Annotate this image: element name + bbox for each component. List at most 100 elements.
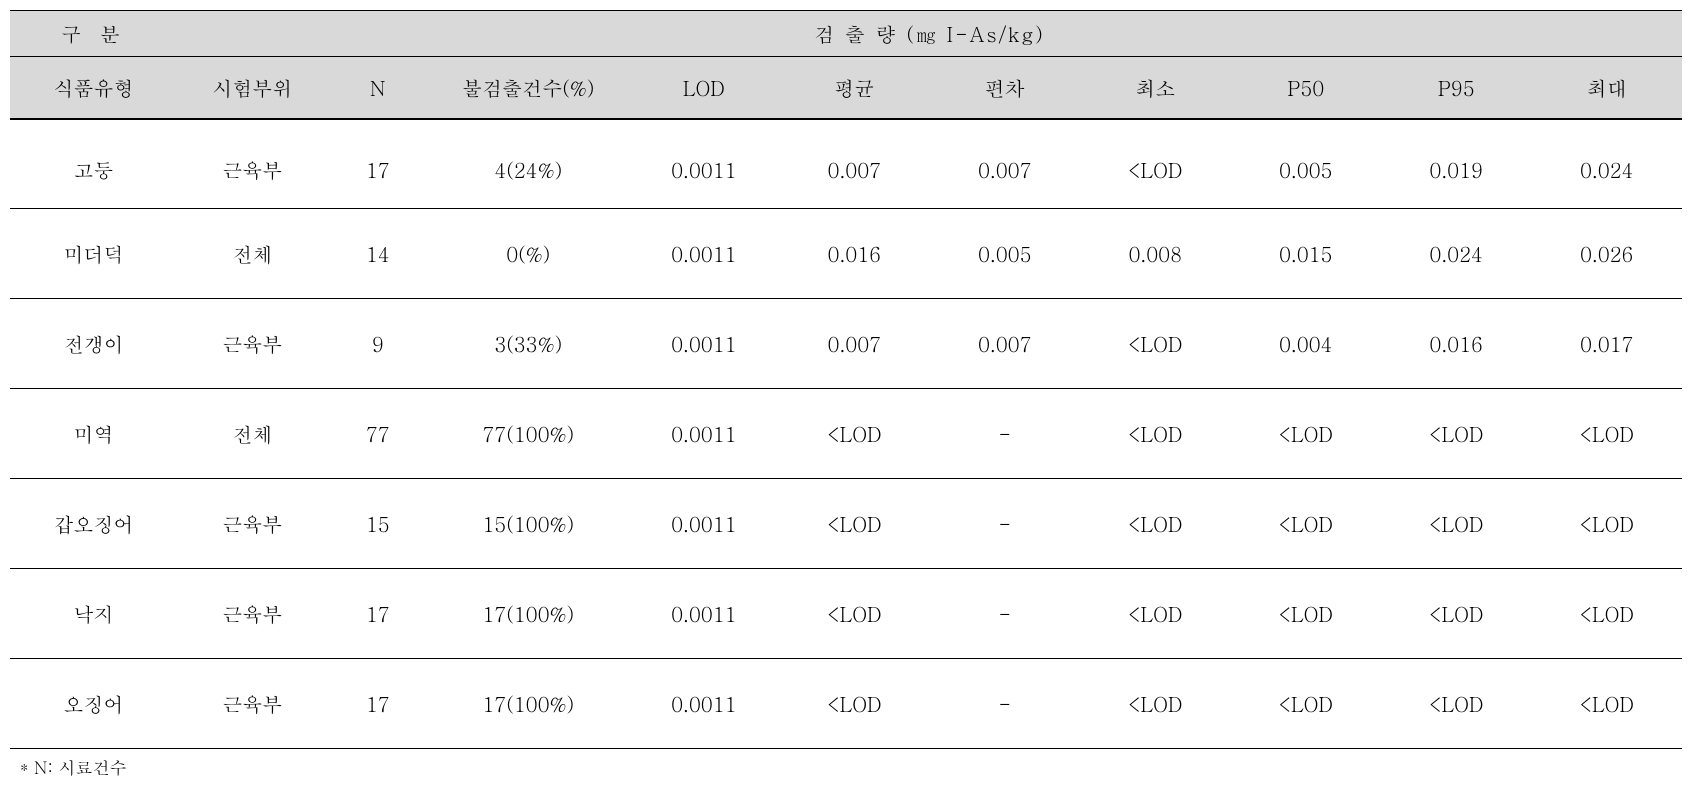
cell-lod: 0.0011 [629, 479, 779, 569]
cell-food-type: 전갱이 [10, 299, 177, 389]
cell-food-type: 미역 [10, 389, 177, 479]
cell-nondetect: 17(100%) [428, 659, 629, 749]
cell-food-type: 오징어 [10, 659, 177, 749]
cell-test-part: 근육부 [177, 479, 327, 569]
col-header-9: P95 [1381, 57, 1531, 119]
cell-p95: <LOD [1381, 389, 1531, 479]
cell-nondetect: 4(24%) [428, 119, 629, 209]
cell-p95: <LOD [1381, 479, 1531, 569]
table-row: 고둥 근육부 17 4(24%) 0.0011 0.007 0.007 <LOD… [10, 119, 1682, 209]
col-header-7: 최소 [1080, 57, 1230, 119]
data-table: 구 분 검 출 량 (㎎ I-As/kg) 식품유형 시험부위 N 불검출건수(… [10, 10, 1682, 749]
cell-nondetect: 0(%) [428, 209, 629, 299]
cell-p50: 0.015 [1230, 209, 1380, 299]
cell-test-part: 전체 [177, 389, 327, 479]
cell-test-part: 근육부 [177, 659, 327, 749]
table-row: 전갱이 근육부 9 3(33%) 0.0011 0.007 0.007 <LOD… [10, 299, 1682, 389]
cell-nondetect: 17(100%) [428, 569, 629, 659]
cell-min: <LOD [1080, 299, 1230, 389]
cell-food-type: 고둥 [10, 119, 177, 209]
col-header-0: 식품유형 [10, 57, 177, 119]
cell-max: <LOD [1531, 479, 1682, 569]
cell-lod: 0.0011 [629, 389, 779, 479]
cell-sd: 0.005 [930, 209, 1080, 299]
cell-max: 0.024 [1531, 119, 1682, 209]
cell-n: 17 [328, 119, 428, 209]
cell-n: 14 [328, 209, 428, 299]
cell-food-type: 미더덕 [10, 209, 177, 299]
cell-test-part: 근육부 [177, 119, 327, 209]
footnote: * N: 시료건수 [10, 749, 1682, 779]
cell-min: <LOD [1080, 389, 1230, 479]
header-measurement-label: 검 출 량 (㎎ I-As/kg) [177, 11, 1682, 57]
cell-sd: 0.007 [930, 299, 1080, 389]
cell-mean: 0.007 [779, 299, 929, 389]
cell-food-type: 갑오징어 [10, 479, 177, 569]
cell-n: 17 [328, 569, 428, 659]
col-header-8: P50 [1230, 57, 1380, 119]
cell-p50: <LOD [1230, 389, 1380, 479]
col-header-10: 최대 [1531, 57, 1682, 119]
cell-n: 17 [328, 659, 428, 749]
cell-lod: 0.0011 [629, 119, 779, 209]
table-head: 구 분 검 출 량 (㎎ I-As/kg) 식품유형 시험부위 N 불검출건수(… [10, 11, 1682, 119]
cell-p95: <LOD [1381, 659, 1531, 749]
cell-mean: <LOD [779, 389, 929, 479]
cell-mean: 0.007 [779, 119, 929, 209]
table-row: 낙지 근육부 17 17(100%) 0.0011 <LOD - <LOD <L… [10, 569, 1682, 659]
col-header-6: 편차 [930, 57, 1080, 119]
cell-p50: 0.005 [1230, 119, 1380, 209]
cell-max: <LOD [1531, 659, 1682, 749]
cell-mean: <LOD [779, 479, 929, 569]
cell-test-part: 전체 [177, 209, 327, 299]
col-header-1: 시험부위 [177, 57, 327, 119]
cell-n: 15 [328, 479, 428, 569]
cell-p50: 0.004 [1230, 299, 1380, 389]
cell-min: <LOD [1080, 659, 1230, 749]
cell-nondetect: 77(100%) [428, 389, 629, 479]
table-row: 미더덕 전체 14 0(%) 0.0011 0.016 0.005 0.008 … [10, 209, 1682, 299]
table-body: 고둥 근육부 17 4(24%) 0.0011 0.007 0.007 <LOD… [10, 119, 1682, 749]
col-header-2: N [328, 57, 428, 119]
cell-sd: - [930, 569, 1080, 659]
cell-lod: 0.0011 [629, 659, 779, 749]
cell-p50: <LOD [1230, 569, 1380, 659]
cell-n: 9 [328, 299, 428, 389]
cell-max: <LOD [1531, 569, 1682, 659]
cell-p95: 0.024 [1381, 209, 1531, 299]
header-top-row: 구 분 검 출 량 (㎎ I-As/kg) [10, 11, 1682, 57]
cell-test-part: 근육부 [177, 299, 327, 389]
cell-sd: - [930, 479, 1080, 569]
cell-p95: 0.019 [1381, 119, 1531, 209]
cell-mean: <LOD [779, 569, 929, 659]
header-group-label: 구 분 [10, 11, 177, 57]
cell-n: 77 [328, 389, 428, 479]
cell-min: <LOD [1080, 119, 1230, 209]
cell-lod: 0.0011 [629, 299, 779, 389]
cell-p50: <LOD [1230, 659, 1380, 749]
cell-min: <LOD [1080, 569, 1230, 659]
cell-test-part: 근육부 [177, 569, 327, 659]
cell-max: 0.017 [1531, 299, 1682, 389]
table-row: 갑오징어 근육부 15 15(100%) 0.0011 <LOD - <LOD … [10, 479, 1682, 569]
table-row: 오징어 근육부 17 17(100%) 0.0011 <LOD - <LOD <… [10, 659, 1682, 749]
table-row: 미역 전체 77 77(100%) 0.0011 <LOD - <LOD <LO… [10, 389, 1682, 479]
cell-max: 0.026 [1531, 209, 1682, 299]
cell-mean: 0.016 [779, 209, 929, 299]
cell-mean: <LOD [779, 659, 929, 749]
cell-nondetect: 15(100%) [428, 479, 629, 569]
col-header-5: 평균 [779, 57, 929, 119]
cell-lod: 0.0011 [629, 569, 779, 659]
cell-p95: <LOD [1381, 569, 1531, 659]
cell-max: <LOD [1531, 389, 1682, 479]
cell-lod: 0.0011 [629, 209, 779, 299]
header-sub-row: 식품유형 시험부위 N 불검출건수(%) LOD 평균 편차 최소 P50 P9… [10, 57, 1682, 119]
cell-p50: <LOD [1230, 479, 1380, 569]
cell-sd: - [930, 389, 1080, 479]
cell-food-type: 낙지 [10, 569, 177, 659]
cell-min: 0.008 [1080, 209, 1230, 299]
cell-sd: - [930, 659, 1080, 749]
cell-sd: 0.007 [930, 119, 1080, 209]
col-header-4: LOD [629, 57, 779, 119]
cell-p95: 0.016 [1381, 299, 1531, 389]
